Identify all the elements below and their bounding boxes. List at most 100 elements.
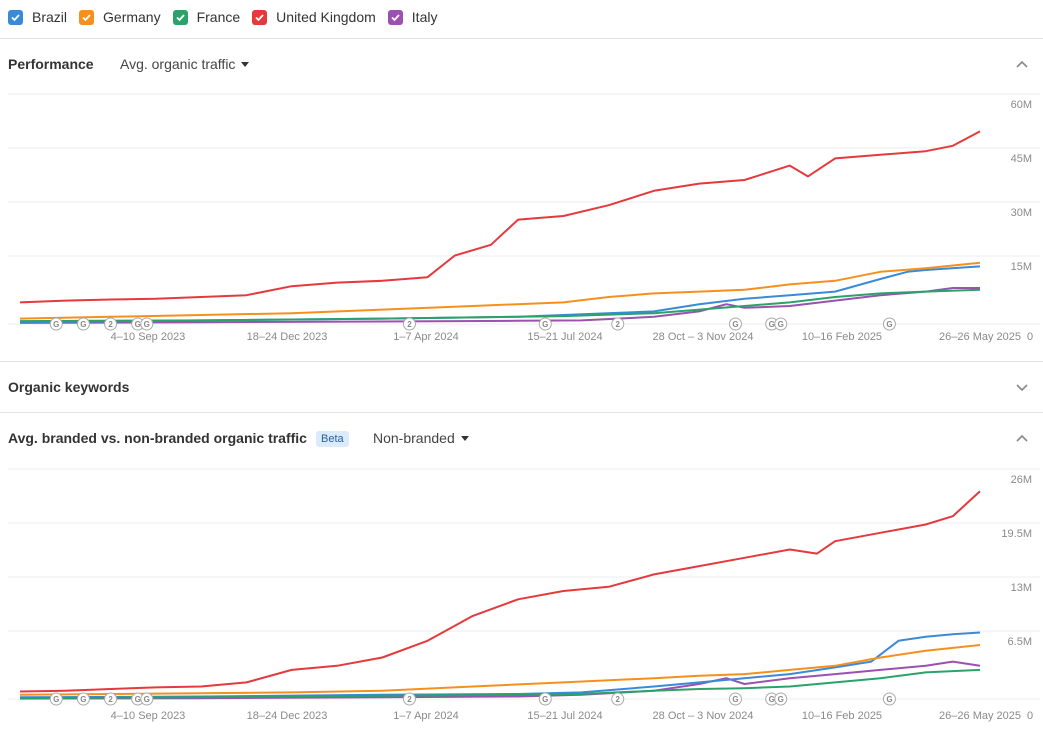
legend-label: France: [196, 9, 241, 25]
event-marker-circle: [611, 317, 625, 331]
event-marker-circle: [774, 692, 788, 706]
caret-down-icon: [460, 435, 469, 441]
event-marker[interactable]: G: [728, 692, 742, 706]
event-marker[interactable]: G: [76, 317, 90, 331]
event-marker[interactable]: G: [76, 692, 90, 706]
caret-down-icon: [241, 61, 250, 67]
chevron-up-icon[interactable]: [1015, 431, 1029, 445]
event-marker[interactable]: 2: [402, 692, 416, 706]
event-marker[interactable]: G: [140, 317, 154, 331]
event-marker-label: G: [769, 695, 775, 704]
event-marker-label: G: [732, 320, 738, 329]
x-end-label: 0: [1027, 331, 1033, 343]
event-marker-label: G: [886, 320, 892, 329]
x-tick-label: 15–21 Jul 2024: [527, 710, 602, 722]
legend-item-italy[interactable]: Italy: [387, 9, 437, 25]
series-line-united-kingdom[interactable]: [19, 130, 981, 304]
event-marker-label: G: [135, 695, 141, 704]
event-marker-circle: [538, 692, 552, 706]
y-tick-label: 19.5M: [1001, 528, 1032, 540]
event-marker[interactable]: G: [774, 317, 788, 331]
legend-item-france[interactable]: France: [172, 9, 241, 25]
event-marker[interactable]: G: [49, 692, 63, 706]
checkbox-checked-icon[interactable]: [172, 9, 188, 25]
event-marker-circle: [728, 692, 742, 706]
event-marker-circle: [882, 692, 896, 706]
organic-keywords-title: Organic keywords: [8, 379, 130, 395]
checkbox-checked-icon[interactable]: [79, 9, 95, 25]
branded-metric-dropdown[interactable]: Non-branded: [373, 430, 469, 446]
gridlines: [8, 93, 1040, 325]
series-line-france[interactable]: [19, 668, 981, 700]
event-marker-label: G: [135, 320, 141, 329]
event-marker-label: G: [778, 320, 784, 329]
event-marker-circle: [76, 692, 90, 706]
legend-label: United Kingdom: [276, 9, 376, 25]
y-tick-label: 30M: [1011, 207, 1032, 219]
event-marker-label: G: [53, 695, 59, 704]
y-tick-label: 26M: [1011, 474, 1032, 486]
event-marker[interactable]: G: [140, 692, 154, 706]
legend-item-germany[interactable]: Germany: [79, 9, 161, 25]
series-line-germany[interactable]: [19, 644, 981, 696]
legend-item-brazil[interactable]: Brazil: [8, 9, 67, 25]
series-line-brazil[interactable]: [19, 265, 981, 324]
x-end-label: 0: [1027, 710, 1033, 722]
event-marker-circle: [611, 692, 625, 706]
event-marker-label: G: [80, 695, 86, 704]
legend: Brazil Germany France United Kingdom Italy: [8, 7, 449, 27]
event-marker[interactable]: 2: [402, 317, 416, 331]
chevron-down-icon[interactable]: [1015, 380, 1029, 394]
event-marker-circle: [538, 317, 552, 331]
event-marker[interactable]: 2: [611, 692, 625, 706]
x-tick-label: 1–7 Apr 2024: [393, 331, 458, 343]
series-line-united-kingdom[interactable]: [19, 490, 981, 693]
legend-label: Brazil: [32, 9, 68, 25]
series-lines: [19, 130, 981, 324]
x-tick-label: 18–24 Dec 2023: [247, 710, 328, 722]
event-marker-circle: [104, 317, 118, 331]
event-marker[interactable]: 2: [104, 317, 118, 331]
legend-label: Germany: [103, 9, 161, 25]
event-marker[interactable]: G: [538, 317, 552, 331]
branded-metric-label: Non-branded: [373, 430, 455, 446]
x-tick-label: 26–26 May 2025: [939, 710, 1021, 722]
event-marker[interactable]: G: [882, 692, 896, 706]
event-marker[interactable]: G: [882, 317, 896, 331]
x-tick-label: 26–26 May 2025: [939, 331, 1021, 343]
event-marker[interactable]: G: [728, 317, 742, 331]
series-lines: [19, 490, 981, 700]
checkbox-checked-icon[interactable]: [8, 9, 23, 25]
event-marker[interactable]: 2: [104, 692, 118, 706]
series-line-france[interactable]: [19, 288, 981, 323]
event-marker[interactable]: G: [538, 692, 552, 706]
checkbox-checked-icon[interactable]: [252, 9, 268, 25]
event-marker-circle: [402, 692, 416, 706]
performance-metric-dropdown[interactable]: Avg. organic traffic: [120, 56, 250, 72]
event-marker-circle: [104, 692, 118, 706]
event-marker-label: 2: [108, 320, 113, 329]
event-marker[interactable]: G: [774, 692, 788, 706]
legend-divider: [0, 38, 1043, 39]
event-marker-label: G: [732, 695, 738, 704]
legend-item-united-kingdom[interactable]: United Kingdom: [252, 9, 376, 25]
x-tick-label: 18–24 Dec 2023: [247, 331, 328, 343]
chevron-up-icon[interactable]: [1015, 57, 1029, 71]
event-marker-circle: [402, 317, 416, 331]
series-line-italy[interactable]: [19, 660, 981, 700]
event-marker-circle: [49, 317, 63, 331]
event-marker-circle: [140, 692, 154, 706]
series-line-germany[interactable]: [19, 261, 981, 320]
event-marker-circle: [774, 317, 788, 331]
event-marker-label: 2: [407, 695, 412, 704]
y-tick-label: 15M: [1011, 261, 1032, 273]
event-marker-label: G: [80, 320, 86, 329]
checkbox-checked-icon[interactable]: [387, 9, 403, 25]
x-tick-label: 4–10 Sep 2023: [111, 331, 186, 343]
event-marker[interactable]: 2: [611, 317, 625, 331]
y-tick-label: 60M: [1011, 99, 1032, 111]
event-marker-label: G: [144, 695, 150, 704]
event-marker[interactable]: G: [49, 317, 63, 331]
x-tick-label: 4–10 Sep 2023: [111, 710, 186, 722]
